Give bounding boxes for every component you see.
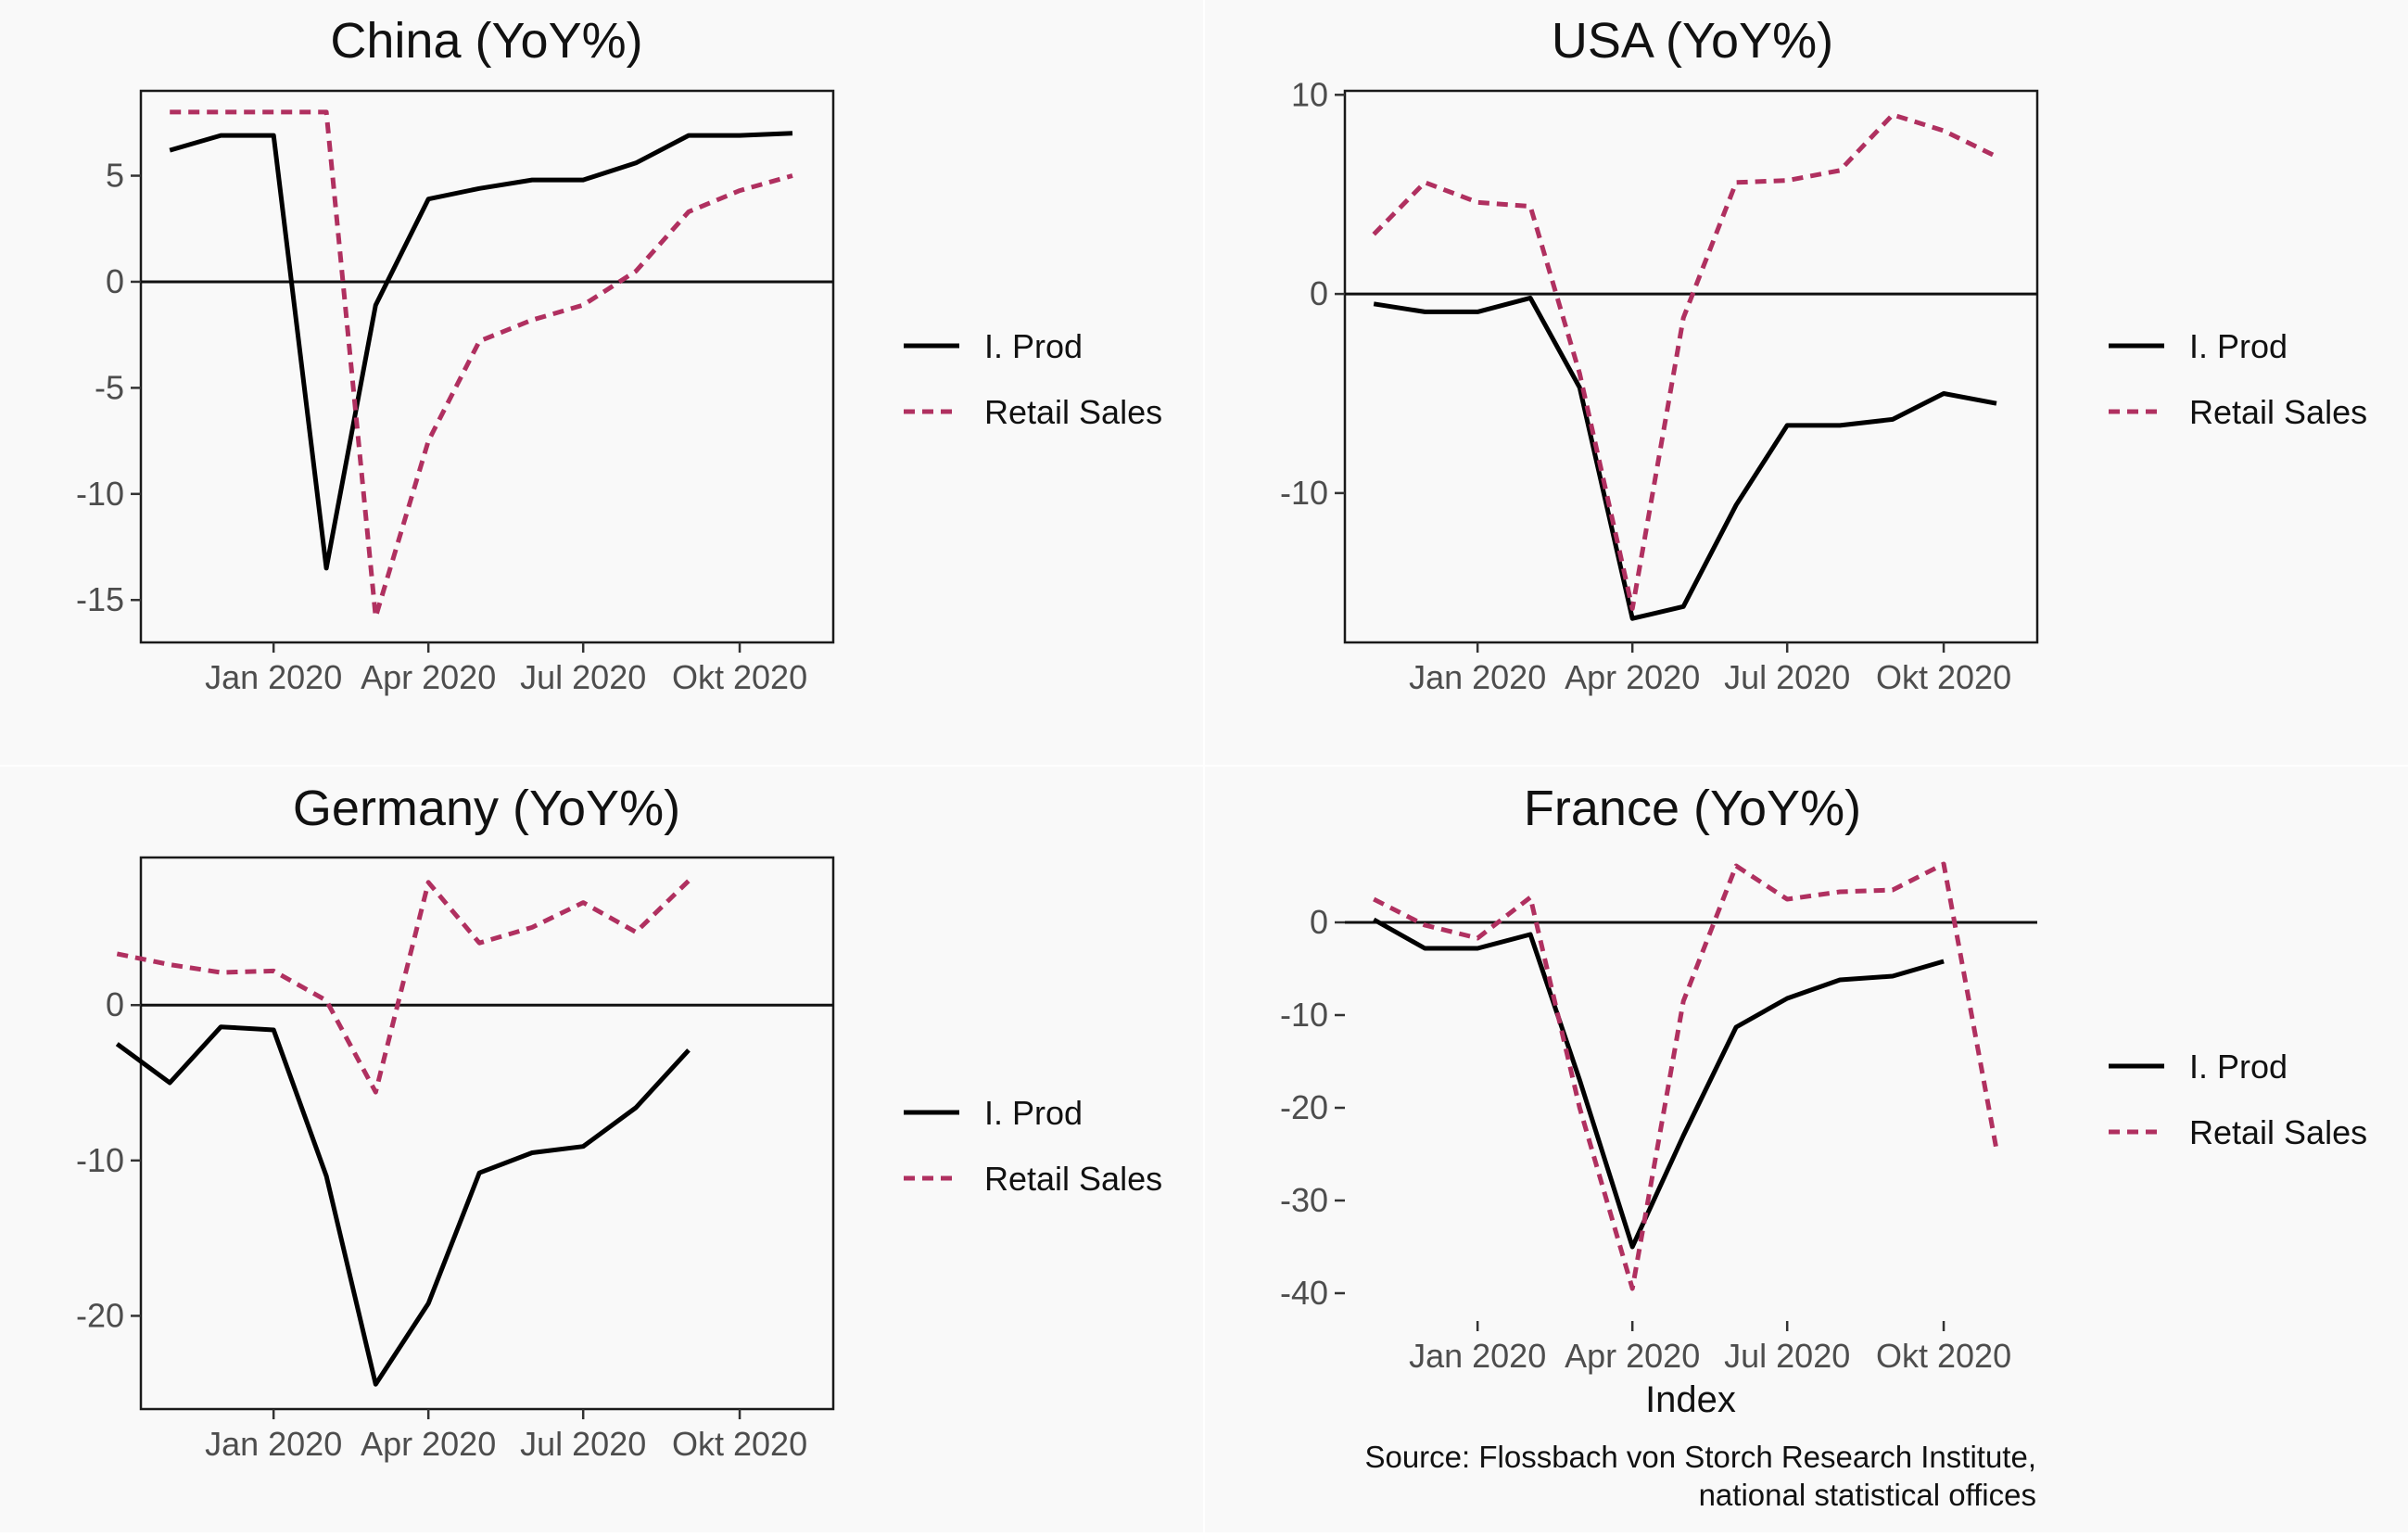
y-tick-label: 0: [106, 262, 124, 300]
series-line-retail-sales: [116, 879, 691, 1095]
legend-label-i-prod: I. Prod: [2189, 1048, 2288, 1086]
x-tick-label: Apr 2020: [361, 658, 496, 696]
x-tick-label: Apr 2020: [361, 1425, 496, 1463]
x-tick-label: Okt 2020: [672, 658, 807, 696]
x-tick-label: Okt 2020: [672, 1425, 807, 1463]
legend-label-retail-sales: Retail Sales: [984, 1160, 1162, 1198]
panel-china: China (YoY%) 5 0 -5 -10 -15 Jan 2020 Apr 2020 J…: [0, 0, 1203, 765]
panel-france: France (YoY%) 0 -10 -20 -30 -40 Jan 2020 Apr 2…: [1205, 767, 2408, 1532]
panel-title: China (YoY%): [330, 13, 642, 69]
x-tick-label: Apr 2020: [1565, 1337, 1700, 1375]
series-line-i-prod: [1373, 295, 1997, 621]
y-tick-label: -30: [1280, 1181, 1328, 1219]
plot-area: [1343, 89, 2039, 644]
x-tick-label: Jul 2020: [1724, 658, 1850, 696]
panel-usa: USA (YoY%) 10 0 -10 Jan 2020 Apr 2020 Jul 202…: [1205, 0, 2408, 765]
series-line-retail-sales: [1373, 861, 1999, 1291]
legend-label-i-prod: I. Prod: [984, 327, 1083, 365]
legend-label-retail-sales: Retail Sales: [2189, 393, 2367, 431]
panel-germany: Germany (YoY%) 0 -10 -20 Jan 2020 Apr 2020 Ju…: [0, 767, 1203, 1532]
y-tick-label: 0: [106, 985, 124, 1023]
y-tick-label: -10: [76, 475, 124, 513]
source-line-2: national statistical offices: [1699, 1478, 2036, 1512]
y-tick-label: -10: [1280, 474, 1328, 512]
series-line-i-prod: [169, 131, 793, 571]
plot-area: [139, 89, 835, 644]
legend-label-i-prod: I. Prod: [2189, 327, 2288, 365]
x-tick-label: Okt 2020: [1876, 658, 2011, 696]
y-tick-label: 0: [1310, 903, 1328, 941]
y-tick-label: -10: [1280, 996, 1328, 1034]
series-line-retail-sales: [1372, 112, 1998, 611]
y-tick-label: -10: [76, 1141, 124, 1179]
x-tick-label: Jan 2020: [1409, 658, 1546, 696]
x-tick-label: Okt 2020: [1876, 1337, 2011, 1375]
panel-title: Germany (YoY%): [293, 781, 680, 836]
y-tick-label: 0: [1310, 274, 1328, 312]
x-tick-label: Jul 2020: [520, 1425, 646, 1463]
y-tick-label: -5: [95, 368, 124, 406]
series-line-retail-sales: [170, 109, 793, 619]
legend-label-retail-sales: Retail Sales: [984, 393, 1162, 431]
x-tick-label: Jan 2020: [205, 658, 342, 696]
y-tick-label: -40: [1280, 1274, 1328, 1312]
source-line-1: Source: Flossbach von Storch Research In…: [1364, 1440, 2036, 1474]
series-line-i-prod: [115, 1024, 691, 1387]
legend: I. Prod Retail Sales: [904, 1094, 1162, 1198]
x-tick-label: Apr 2020: [1565, 658, 1700, 696]
y-tick-label: 10: [1291, 75, 1328, 113]
x-tick-label: Jul 2020: [520, 658, 646, 696]
x-axis-title: Index: [1645, 1379, 1736, 1420]
y-tick-label: -20: [1280, 1088, 1328, 1126]
y-tick-label: -20: [76, 1296, 124, 1334]
legend-label-i-prod: I. Prod: [984, 1094, 1083, 1132]
x-tick-label: Jan 2020: [1409, 1337, 1546, 1375]
series-line-i-prod: [1372, 917, 1945, 1250]
panel-title: USA (YoY%): [1552, 13, 1833, 69]
legend-label-retail-sales: Retail Sales: [2189, 1113, 2367, 1151]
legend: I. Prod Retail Sales: [904, 327, 1162, 431]
legend: I. Prod Retail Sales: [2109, 1048, 2367, 1151]
y-tick-label: -15: [76, 580, 124, 618]
plot-area: [139, 856, 835, 1411]
panel-title: France (YoY%): [1524, 781, 1861, 836]
legend: I. Prod Retail Sales: [2109, 327, 2367, 431]
x-tick-label: Jul 2020: [1724, 1337, 1850, 1375]
x-tick-label: Jan 2020: [205, 1425, 342, 1463]
y-tick-label: 5: [106, 157, 124, 195]
